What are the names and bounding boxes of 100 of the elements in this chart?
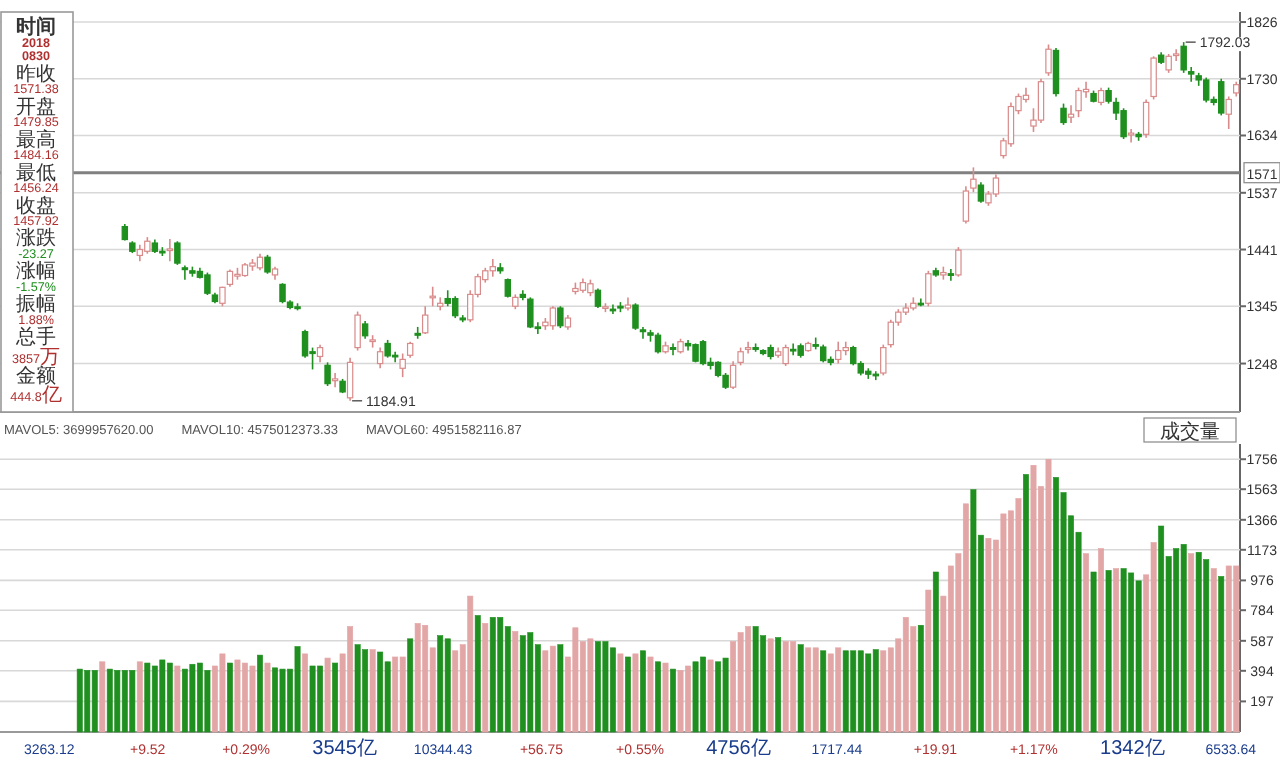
candlestick [1052, 47, 1060, 98]
bar [797, 644, 804, 733]
bar [264, 662, 271, 733]
bar [249, 665, 256, 733]
bar [369, 649, 376, 733]
bar [685, 665, 691, 733]
bar [775, 637, 782, 733]
bar [632, 653, 639, 733]
bar [181, 668, 188, 733]
bar [625, 656, 631, 733]
bar [617, 653, 624, 733]
bar [752, 626, 759, 733]
bar [842, 650, 849, 733]
bar [1090, 571, 1097, 733]
candlestick [669, 342, 677, 357]
bar [159, 659, 166, 733]
bar [985, 537, 992, 733]
bar [519, 635, 526, 733]
bar [1053, 477, 1059, 733]
bar [880, 650, 887, 733]
bar [707, 659, 714, 733]
bar [489, 617, 496, 733]
text: 振幅 [16, 292, 56, 317]
bar [257, 654, 263, 733]
bar [166, 662, 173, 733]
candlestick [1218, 77, 1225, 117]
bar [850, 650, 857, 733]
bar [467, 595, 474, 733]
bar [610, 647, 616, 733]
candlestick [264, 254, 271, 275]
bar [294, 646, 301, 733]
candlestick [346, 356, 354, 402]
bar [805, 647, 812, 733]
bar [377, 651, 384, 733]
bar [1120, 568, 1127, 733]
candlestick [1045, 43, 1052, 77]
bar [1045, 458, 1052, 733]
bar [497, 617, 504, 733]
bar [917, 624, 924, 733]
bar [189, 663, 196, 733]
bar [1180, 544, 1187, 733]
candlestick [301, 329, 309, 359]
bar [812, 647, 819, 733]
bar [392, 656, 399, 733]
bar [925, 589, 932, 733]
bar [1210, 568, 1217, 733]
text: 昨收 [16, 61, 56, 86]
bar [1203, 559, 1210, 733]
bar [362, 649, 369, 733]
bar [572, 627, 579, 733]
bar [1173, 548, 1180, 733]
bar [106, 668, 113, 733]
bar [790, 641, 797, 733]
bar [242, 662, 248, 733]
bar [902, 617, 909, 733]
bar [557, 644, 564, 733]
bar [1135, 580, 1142, 733]
bar [1188, 553, 1195, 733]
bar [99, 661, 106, 733]
candlestick [699, 339, 707, 367]
candlestick [1060, 102, 1067, 126]
candlestick [1007, 101, 1015, 148]
bar [737, 632, 744, 733]
candlestick [789, 342, 797, 357]
candlestick [204, 271, 211, 296]
candlestick [331, 372, 339, 388]
bar [407, 638, 414, 733]
bar [332, 662, 339, 733]
bar [1030, 464, 1037, 733]
bar [1158, 525, 1165, 733]
bar [670, 668, 676, 733]
candlestick [1150, 55, 1157, 101]
candlestick [1165, 53, 1172, 74]
bar [422, 624, 429, 733]
text: 4756亿 [706, 738, 771, 758]
bar [474, 615, 481, 733]
bar [121, 670, 128, 733]
bar [872, 649, 879, 733]
bar [782, 641, 789, 733]
candlestick [1127, 128, 1135, 144]
bar [317, 665, 323, 733]
candlestick [782, 343, 789, 367]
bar [1105, 570, 1112, 733]
candlestick [925, 269, 932, 308]
bar [662, 662, 669, 733]
candlestick [421, 305, 429, 335]
bar [827, 653, 834, 733]
bar [542, 650, 549, 733]
candlestick [174, 240, 181, 266]
candlestick [452, 295, 459, 319]
candlestick [399, 352, 406, 378]
candlestick [744, 340, 752, 355]
bar [1000, 513, 1007, 733]
bar [279, 668, 286, 733]
candlestick [955, 246, 962, 278]
candlestick [527, 296, 534, 329]
candlestick [489, 258, 497, 278]
bar [1128, 572, 1135, 733]
bar [655, 661, 661, 733]
bar [677, 670, 684, 733]
